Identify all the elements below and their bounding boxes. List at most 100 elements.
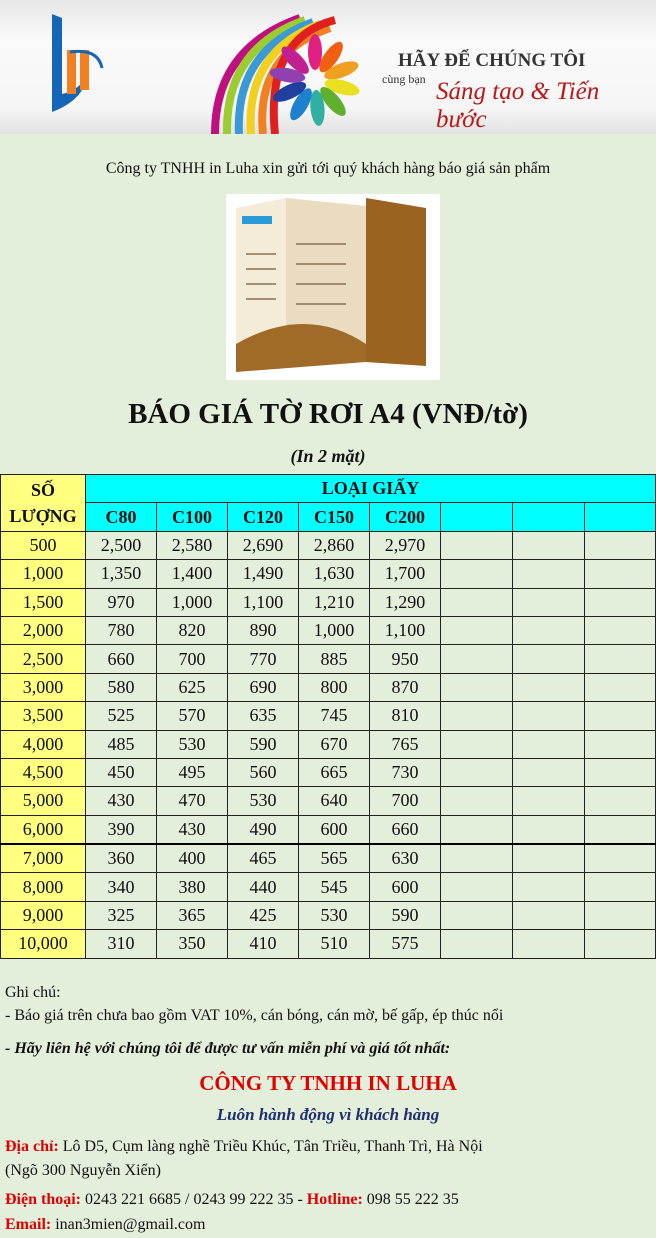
banner-tagline-script: Sáng tạo & Tiến bước <box>436 78 600 133</box>
qty-header: SỐ LƯỢNG <box>0 474 86 532</box>
column-header: C120 <box>227 502 299 532</box>
table-row: 6,000 390 430 490 600 660 <box>0 814 656 846</box>
intro-text: Công ty TNHH in Luha xin gửi tới quý khá… <box>105 160 551 177</box>
price-cell <box>440 530 513 561</box>
price-cell: 1,000 <box>298 615 370 646</box>
price-cell: 765 <box>369 729 441 759</box>
price-cell <box>584 872 656 902</box>
email: Email: inan3mien@gmail.com <box>5 1216 205 1234</box>
table-row: 1,500 970 1,000 1,100 1,210 1,290 <box>0 587 656 617</box>
price-cell: 2,860 <box>298 530 370 561</box>
address-line2: (Ngõ 300 Nguyễn Xiển) <box>5 1162 161 1179</box>
price-cell <box>440 814 513 846</box>
table-row: 4,000 485 530 590 670 765 <box>0 729 656 759</box>
column-header <box>512 502 585 532</box>
price-cell <box>512 587 585 617</box>
price-cell: 2,970 <box>369 530 441 561</box>
price-cell: 410 <box>227 929 299 959</box>
price-cell: 2,500 <box>85 530 157 561</box>
phone-label: Điện thoại: <box>5 1191 81 1208</box>
qty-cell: 4,500 <box>0 757 86 788</box>
column-header <box>440 502 513 532</box>
price-cell: 400 <box>156 843 228 874</box>
qty-cell: 3,000 <box>0 672 86 703</box>
price-table: SỐ LƯỢNG LOẠI GIẤY C80 C100 C120 C150 C200 5… <box>0 473 656 959</box>
price-cell: 545 <box>298 872 370 902</box>
price-cell: 560 <box>227 757 299 788</box>
address-value: Lô D5, Cụm làng nghề Triều Khúc, Tân Tri… <box>58 1138 483 1155</box>
qty-cell: 9,000 <box>0 900 86 931</box>
price-cell: 380 <box>156 872 228 902</box>
price-cell: 580 <box>85 672 157 703</box>
price-cell: 660 <box>85 644 157 674</box>
price-cell <box>584 814 656 846</box>
price-cell <box>512 644 585 674</box>
price-cell <box>440 757 513 788</box>
price-cell: 800 <box>298 672 370 703</box>
price-cell: 430 <box>85 786 157 816</box>
price-cell: 635 <box>227 701 299 731</box>
notes-cta: - Hãy liên hệ với chúng tôi để được tư v… <box>5 1040 451 1057</box>
banner-tagline-prefix: cùng bạn <box>382 72 426 86</box>
price-cell <box>584 587 656 617</box>
price-cell: 530 <box>298 900 370 931</box>
price-cell: 565 <box>298 843 370 874</box>
email-label: Email: <box>5 1216 52 1233</box>
price-cell <box>584 729 656 759</box>
company-name: CÔNG TY TNHH IN LUHA <box>199 1071 457 1095</box>
column-header: C200 <box>369 502 441 532</box>
price-cell <box>584 701 656 731</box>
price-cell: 590 <box>369 900 441 931</box>
price-cell: 890 <box>227 615 299 646</box>
price-cell: 810 <box>369 701 441 731</box>
price-cell: 325 <box>85 900 157 931</box>
page-subtitle: (In 2 mặt) <box>290 446 366 466</box>
price-cell: 600 <box>369 872 441 902</box>
qty-cell: 3,500 <box>0 701 86 731</box>
company-slogan: Luôn hành động vì khách hàng <box>216 1105 440 1124</box>
price-cell: 1,630 <box>298 559 370 589</box>
price-cell: 600 <box>298 814 370 846</box>
email-value[interactable]: inan3mien@gmail.com <box>51 1216 206 1233</box>
price-cell <box>584 672 656 703</box>
price-cell <box>584 900 656 931</box>
table-row: 1,000 1,350 1,400 1,490 1,630 1,700 <box>0 559 656 589</box>
price-cell: 340 <box>85 872 157 902</box>
price-cell <box>584 530 656 561</box>
price-cell: 820 <box>156 615 228 646</box>
price-cell: 490 <box>227 814 299 846</box>
price-cell: 745 <box>298 701 370 731</box>
price-cell: 495 <box>156 757 228 788</box>
price-cell <box>440 644 513 674</box>
price-cell <box>512 872 585 902</box>
price-cell <box>440 729 513 759</box>
price-cell: 1,100 <box>369 615 441 646</box>
price-cell: 530 <box>156 729 228 759</box>
qty-cell: 6,000 <box>0 814 86 846</box>
price-cell: 885 <box>298 644 370 674</box>
table-row: 5,000 430 470 530 640 700 <box>0 786 656 816</box>
price-cell <box>512 559 585 589</box>
paper-type-header: LOẠI GIẤY <box>85 473 656 504</box>
price-cell <box>512 786 585 816</box>
table-row: 10,000 310 350 410 510 575 <box>0 929 656 959</box>
price-cell: 665 <box>298 757 370 788</box>
price-cell: 575 <box>369 929 441 959</box>
table-header-row: SỐ LƯỢNG LOẠI GIẤY <box>0 473 656 532</box>
price-cell <box>440 587 513 617</box>
hotline-label: Hotline: <box>306 1191 363 1208</box>
price-cell: 350 <box>156 929 228 959</box>
qty-cell: 2,000 <box>0 615 86 646</box>
column-header: C100 <box>156 502 228 532</box>
qty-cell: 5,000 <box>0 786 86 816</box>
price-cell <box>440 900 513 931</box>
price-cell <box>440 786 513 816</box>
paper-columns-row: C80 C100 C120 C150 C200 <box>1 502 656 532</box>
price-cell: 1,490 <box>227 559 299 589</box>
price-cell: 2,580 <box>156 530 228 561</box>
price-cell: 530 <box>227 786 299 816</box>
column-header <box>584 502 656 532</box>
price-cell <box>512 672 585 703</box>
table-row: 500 2,500 2,580 2,690 2,860 2,970 <box>0 530 656 561</box>
